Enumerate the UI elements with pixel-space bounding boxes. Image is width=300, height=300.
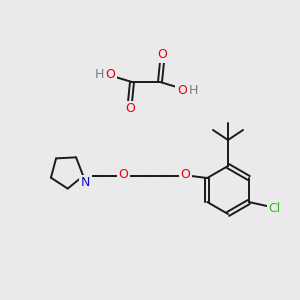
Text: Cl: Cl xyxy=(269,202,281,215)
Text: H: H xyxy=(94,68,104,80)
Text: O: O xyxy=(105,68,115,80)
Text: O: O xyxy=(157,49,167,62)
Text: H: H xyxy=(188,83,198,97)
Text: O: O xyxy=(180,169,190,182)
Text: N: N xyxy=(80,176,90,190)
Text: O: O xyxy=(118,169,128,182)
Text: O: O xyxy=(177,83,187,97)
Text: O: O xyxy=(125,103,135,116)
